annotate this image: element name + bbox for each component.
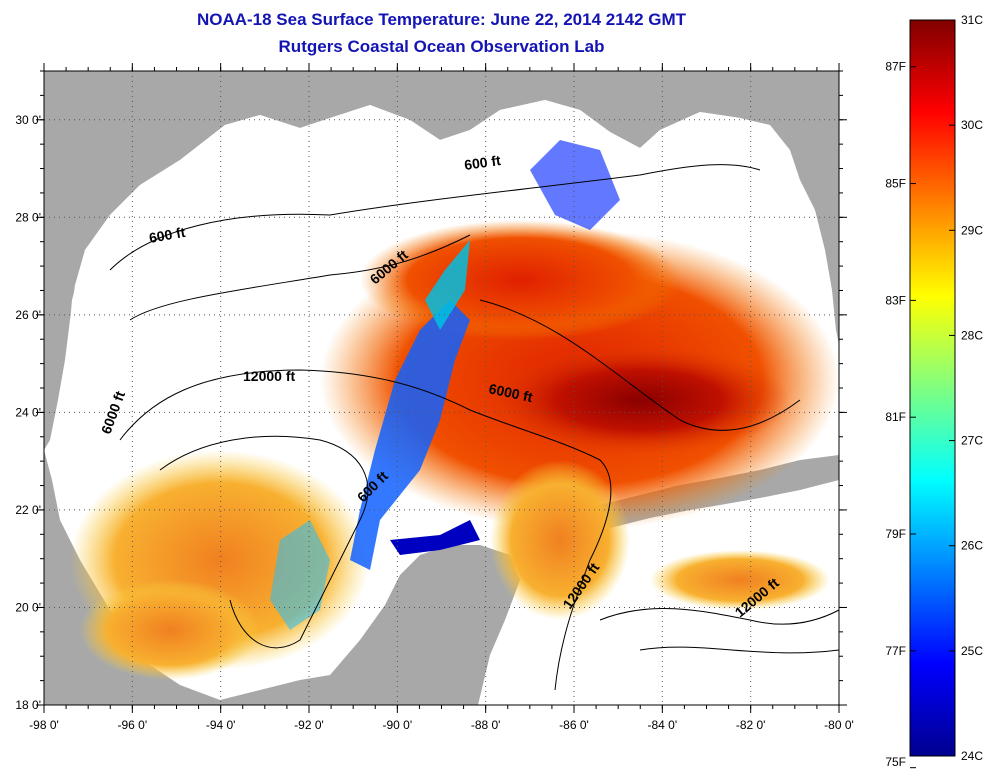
graticule xyxy=(44,71,839,705)
x-tick-label: -92 0' xyxy=(294,718,324,732)
sst-field xyxy=(70,140,839,680)
map-subtitle: Rutgers Coastal Ocean Observation Lab xyxy=(278,37,605,56)
colorbar-fahrenheit-label: 87F xyxy=(885,60,906,74)
y-tick-label: 26 0' xyxy=(15,308,41,322)
contour-label-600ft-2: 600 ft xyxy=(463,152,502,173)
contour-label-600ft-1: 600 ft xyxy=(148,224,187,246)
x-axis: -98 0' -96 0' -94 0' -92 0' -90 0' -88 0' -86 … xyxy=(29,63,854,732)
colorbar-fahrenheit-label: 75F xyxy=(885,755,906,769)
colorbar-celsius-label: 31C xyxy=(961,13,983,27)
y-tick-label: 30 0' xyxy=(15,113,41,127)
colorbar-celsius-label: 30C xyxy=(961,118,983,132)
y-tick-label: 18 0' xyxy=(15,698,41,712)
contour-label-12000ft-1: 12000 ft xyxy=(243,368,295,384)
colorbar-fahrenheit-label: 79F xyxy=(885,527,906,541)
x-tick-label: -84 0' xyxy=(648,718,678,732)
depth-contours xyxy=(109,164,839,691)
colorbar-fahrenheit-label: 81F xyxy=(885,410,906,424)
x-tick-label: -80 0' xyxy=(824,718,854,732)
colorbar-fahrenheit-labels: 75F 77F 79F 81F 83F 85F 87F xyxy=(885,60,916,769)
x-tick-label: -94 0' xyxy=(206,718,236,732)
colorbar-celsius-label: 27C xyxy=(961,434,983,448)
colorbar-celsius-labels: 24C 25C 26C 27C 28C 29C 30C 31C xyxy=(949,13,983,763)
x-tick-label: -86 0' xyxy=(559,718,589,732)
colorbar-fahrenheit-label: 77F xyxy=(885,644,906,658)
y-axis: 18 0' 20 0' 22 0' 24 0' 26 0' 28 0' 30 0' xyxy=(15,70,847,712)
colorbar-fahrenheit-label: 85F xyxy=(885,177,906,191)
colorbar-celsius-label: 25C xyxy=(961,644,983,658)
x-tick-label: -90 0' xyxy=(383,718,413,732)
x-tick-label: -96 0' xyxy=(118,718,148,732)
colorbar-celsius-label: 28C xyxy=(961,328,983,342)
colorbar xyxy=(909,19,956,757)
x-tick-label: -88 0' xyxy=(471,718,501,732)
y-tick-label: 28 0' xyxy=(15,210,41,224)
colorbar-celsius-label: 26C xyxy=(961,539,983,553)
x-tick-label: -82 0' xyxy=(736,718,766,732)
x-tick-label: -98 0' xyxy=(29,718,59,732)
y-tick-label: 22 0' xyxy=(15,503,41,517)
y-tick-label: 24 0' xyxy=(15,405,41,419)
colorbar-celsius-label: 29C xyxy=(961,223,983,237)
colorbar-celsius-label: 24C xyxy=(961,749,983,763)
map-title: NOAA-18 Sea Surface Temperature: June 22… xyxy=(196,10,687,29)
y-tick-label: 20 0' xyxy=(15,600,41,614)
colorbar-fahrenheit-label: 83F xyxy=(885,293,906,307)
